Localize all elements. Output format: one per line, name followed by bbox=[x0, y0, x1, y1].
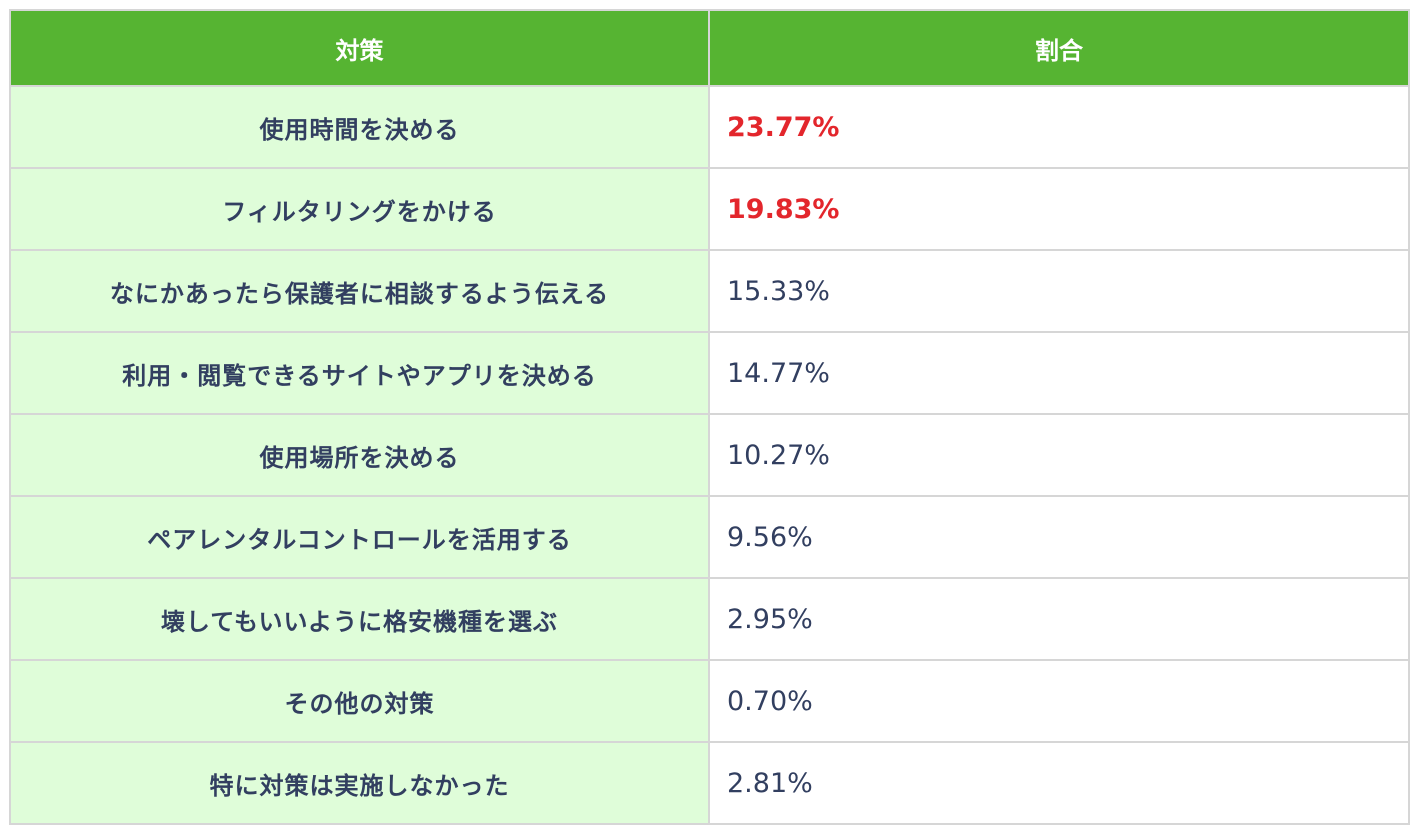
table-row: なにかあったら保護者に相談するよう伝える 15.33% bbox=[9, 249, 1410, 333]
measure-cell: フィルタリングをかける bbox=[9, 167, 710, 251]
measure-cell: 使用時間を決める bbox=[9, 85, 710, 169]
ratio-cell: 23.77% bbox=[708, 85, 1410, 169]
measure-cell: ペアレンタルコントロールを活用する bbox=[9, 495, 710, 579]
table-row: 使用時間を決める 23.77% bbox=[9, 85, 1410, 169]
ratio-cell: 0.70% bbox=[708, 659, 1410, 743]
table-row: 特に対策は実施しなかった 2.81% bbox=[9, 741, 1410, 825]
measures-table: 対策 割合 使用時間を決める 23.77% フィルタリングをかける 19.83%… bbox=[9, 9, 1410, 825]
ratio-cell: 2.95% bbox=[708, 577, 1410, 661]
measure-cell: 壊してもいいように格安機種を選ぶ bbox=[9, 577, 710, 661]
measure-cell: 使用場所を決める bbox=[9, 413, 710, 497]
header-measure: 対策 bbox=[9, 9, 710, 87]
measure-cell: 利用・閲覧できるサイトやアプリを決める bbox=[9, 331, 710, 415]
measures-table-container: 対策 割合 使用時間を決める 23.77% フィルタリングをかける 19.83%… bbox=[9, 9, 1410, 825]
table-row: 利用・閲覧できるサイトやアプリを決める 14.77% bbox=[9, 331, 1410, 415]
table-row: その他の対策 0.70% bbox=[9, 659, 1410, 743]
ratio-cell: 9.56% bbox=[708, 495, 1410, 579]
measure-cell: 特に対策は実施しなかった bbox=[9, 741, 710, 825]
table-row: フィルタリングをかける 19.83% bbox=[9, 167, 1410, 251]
table-row: 壊してもいいように格安機種を選ぶ 2.95% bbox=[9, 577, 1410, 661]
header-ratio: 割合 bbox=[708, 9, 1410, 87]
table-header-row: 対策 割合 bbox=[9, 9, 1410, 87]
measure-cell: その他の対策 bbox=[9, 659, 710, 743]
ratio-cell: 14.77% bbox=[708, 331, 1410, 415]
ratio-cell: 15.33% bbox=[708, 249, 1410, 333]
measure-cell: なにかあったら保護者に相談するよう伝える bbox=[9, 249, 710, 333]
ratio-cell: 2.81% bbox=[708, 741, 1410, 825]
ratio-cell: 10.27% bbox=[708, 413, 1410, 497]
table-row: 使用場所を決める 10.27% bbox=[9, 413, 1410, 497]
ratio-cell: 19.83% bbox=[708, 167, 1410, 251]
table-row: ペアレンタルコントロールを活用する 9.56% bbox=[9, 495, 1410, 579]
